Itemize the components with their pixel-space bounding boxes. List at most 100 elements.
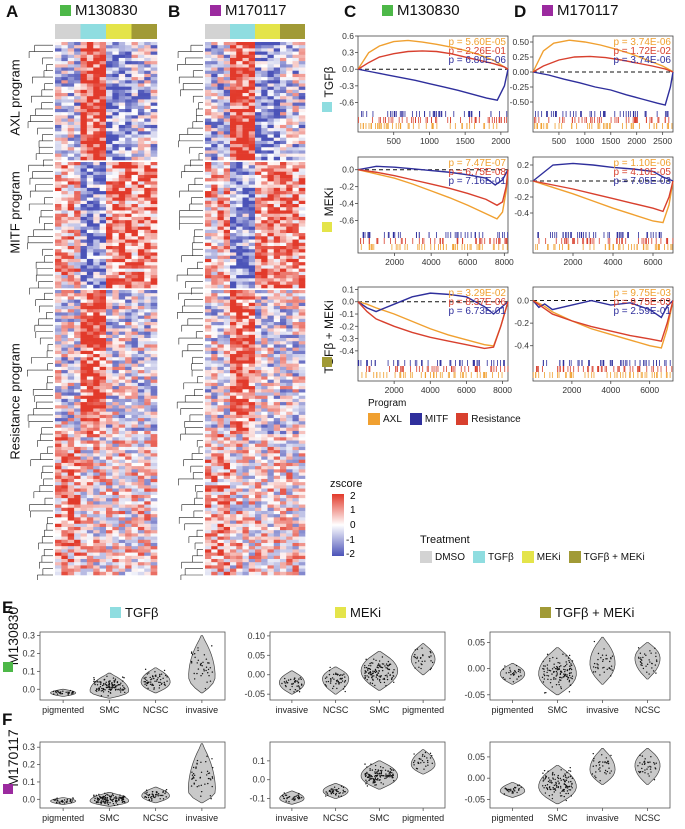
heatmap-cell [242,242,250,247]
heatmap-cell [99,398,107,403]
panel-letter-a: A [6,2,19,21]
heatmap-cell [74,184,81,189]
heatmap-cell [86,156,94,161]
heatmap-cell [125,475,132,480]
heatmap-cell [106,491,113,496]
heatmap-cell [86,262,94,266]
heatmap-cell [112,539,120,544]
heatmap-cell [55,187,62,192]
heatmap-cell [55,73,62,78]
heatmap-cell [118,236,126,240]
heatmap-cell [80,115,88,119]
heatmap-cell [261,281,268,286]
heatmap-cell [230,156,237,161]
heatmap-cell [255,144,262,148]
heatmap-cell [112,312,120,316]
heatmap-cell [205,144,212,148]
heatmap-cell [230,389,237,393]
heatmap-cell [223,171,231,176]
heatmap-cell [273,341,281,345]
heatmap-cell [150,115,158,119]
heatmap-cell [248,194,256,198]
heatmap-cell [112,350,120,355]
heatmap-cell [211,48,218,52]
heatmap-cell [55,344,62,348]
heatmap-cell [242,389,250,393]
heatmap-cell [118,48,126,52]
heatmap-cell [55,213,62,218]
heatmap-cell [205,102,212,107]
heatmap-cell [298,437,306,441]
heatmap-cell [106,262,113,266]
heatmap-cell [55,469,62,473]
heatmap-cell [74,118,81,123]
heatmap-cell [230,418,237,422]
heatmap-cell [131,427,139,432]
heatmap-cell [280,255,287,260]
heatmap-cell [61,398,69,403]
heatmap-cell [74,229,81,234]
heatmap-cell [131,379,139,384]
heatmap-cell [273,386,281,390]
heatmap-cell [67,171,75,176]
heatmap-cell [248,290,256,294]
heatmap-cell [74,290,81,294]
heatmap-cell [223,150,231,154]
heatmap-cell [144,446,151,451]
heatmap-cell [211,178,218,182]
heatmap-cell [67,137,75,142]
heatmap-cell [131,331,139,336]
heatmap-cell [286,181,293,185]
heatmap-cell [298,118,306,123]
heatmap-cell [217,252,225,256]
heatmap-cell [223,249,231,253]
heatmap-cell [150,328,158,332]
heatmap-cell [205,408,212,412]
heatmap-cell [230,347,237,352]
heatmap-cell [261,48,268,52]
heatmap-cell [211,338,218,342]
heatmap-cell [118,427,126,432]
heatmap-cell [292,325,300,329]
heatmap-cell [144,128,151,132]
heatmap-cell [205,239,212,244]
heatmap-cell [205,290,212,294]
heatmap-cell [125,242,132,247]
heatmap-cell [150,70,158,75]
heatmap-cell [118,233,126,237]
heatmap-cell [267,411,275,416]
heatmap-cell [112,546,120,550]
heatmap-cell [99,504,107,509]
heatmap-cell [67,124,75,129]
heatmap-cell [144,293,151,297]
heatmap-cell [248,341,256,345]
heatmap-cell [205,373,212,377]
heatmap-cell [236,51,243,56]
heatmap-cell [223,242,231,247]
heatmap-cell [255,265,262,269]
heatmap-cell [230,299,237,304]
heatmap-cell [236,341,243,345]
heatmap-cell [150,520,158,525]
heatmap-cell [242,312,250,316]
heatmap-cell [298,350,306,355]
heatmap-cell [205,165,212,169]
heatmap-cell [273,213,281,218]
heatmap-cell [248,121,256,126]
heatmap-cell [93,318,100,323]
heatmap-cell [267,386,275,390]
heatmap-cell [292,220,300,224]
heatmap-cell [144,533,151,537]
heatmap-cell [106,258,113,263]
heatmap-cell [242,77,250,81]
heatmap-cell [144,184,151,189]
heatmap-cell [106,488,113,493]
heatmap-cell [67,402,75,406]
heatmap-cell [236,278,243,282]
heatmap-cell [255,315,262,320]
heatmap-cell [61,207,69,211]
heatmap-cell [236,437,243,441]
heatmap-cell [137,552,145,557]
heatmap-cell [112,309,120,313]
heatmap-cell [150,414,158,419]
